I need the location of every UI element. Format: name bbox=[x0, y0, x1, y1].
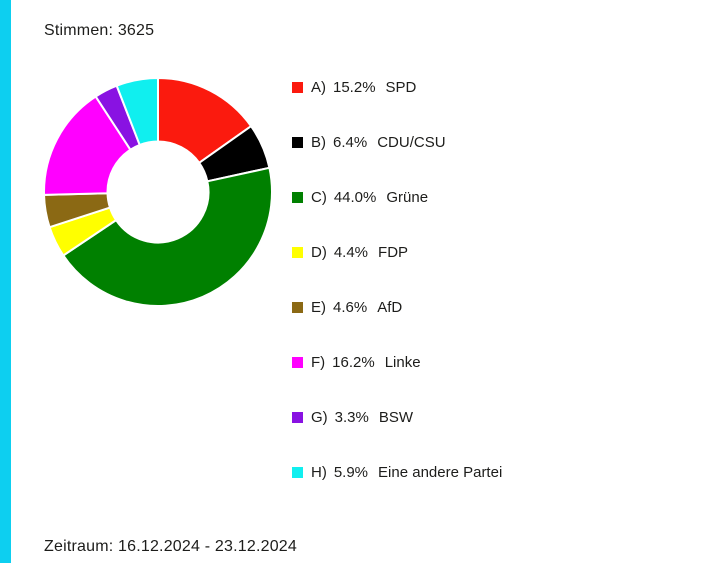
donut-segment-gr-ne bbox=[62, 166, 273, 307]
legend-party-name: Linke bbox=[384, 354, 421, 371]
legend-percent-value: 3.3% bbox=[334, 409, 369, 426]
legend-percent-value: 16.2% bbox=[332, 354, 375, 371]
legend-letter-label: E) bbox=[311, 299, 326, 316]
legend-letter-label: F) bbox=[311, 354, 326, 371]
legend-item: A) 15.2% SPD bbox=[292, 60, 502, 115]
legend-color-swatch-icon bbox=[292, 467, 303, 478]
legend-letter-label: C) bbox=[311, 189, 327, 206]
chart-legend: A) 15.2% SPD B) 6.4% CDU/CSU C) 44.0% Gr… bbox=[292, 60, 502, 500]
legend-color-swatch-icon bbox=[292, 247, 303, 258]
legend-item: D) 4.4% FDP bbox=[292, 225, 502, 280]
legend-color-swatch-icon bbox=[292, 82, 303, 93]
legend-color-swatch-icon bbox=[292, 357, 303, 368]
legend-item: F) 16.2% Linke bbox=[292, 335, 502, 390]
legend-percent-value: 15.2% bbox=[333, 79, 376, 96]
legend-percent-value: 4.4% bbox=[333, 244, 369, 261]
legend-item: C) 44.0% Grüne bbox=[292, 170, 502, 225]
legend-percent-value: 5.9% bbox=[333, 464, 369, 481]
left-accent-bar bbox=[0, 0, 11, 563]
legend-letter-label: H) bbox=[311, 464, 327, 481]
legend-letter-label: G) bbox=[311, 409, 328, 426]
legend-percent-value: 4.6% bbox=[333, 299, 368, 316]
legend-percent-value: 6.4% bbox=[333, 134, 368, 151]
legend-percent-value: 44.0% bbox=[333, 189, 377, 206]
legend-item: E) 4.6% AfD bbox=[292, 280, 502, 335]
legend-party-name: CDU/CSU bbox=[377, 134, 446, 151]
votes-total-label: Stimmen: 3625 bbox=[44, 22, 155, 39]
legend-color-swatch-icon bbox=[292, 412, 303, 423]
legend-letter-label: B) bbox=[311, 134, 326, 151]
donut-segment-linke bbox=[43, 95, 132, 196]
donut-chart-svg bbox=[43, 77, 273, 307]
legend-party-name: Eine andere Partei bbox=[378, 464, 503, 481]
legend-color-swatch-icon bbox=[292, 137, 303, 148]
legend-item: B) 6.4% CDU/CSU bbox=[292, 115, 502, 170]
legend-letter-label: A) bbox=[311, 79, 326, 96]
period-label: Zeitraum: 16.12.2024 - 23.12.2024 bbox=[44, 538, 297, 555]
legend-party-name: FDP bbox=[378, 244, 409, 261]
legend-color-swatch-icon bbox=[292, 302, 303, 313]
legend-item: H) 5.9% Eine andere Partei bbox=[292, 445, 502, 500]
legend-party-name: BSW bbox=[378, 409, 414, 426]
legend-color-swatch-icon bbox=[292, 192, 303, 203]
legend-party-name: SPD bbox=[385, 79, 417, 96]
legend-letter-label: D) bbox=[311, 244, 327, 261]
legend-party-name: Grüne bbox=[386, 189, 429, 206]
legend-item: G) 3.3% BSW bbox=[292, 390, 502, 445]
donut-segment-eine-andere-partei bbox=[115, 77, 159, 146]
legend-party-name: AfD bbox=[377, 299, 403, 316]
donut-chart bbox=[42, 76, 274, 308]
